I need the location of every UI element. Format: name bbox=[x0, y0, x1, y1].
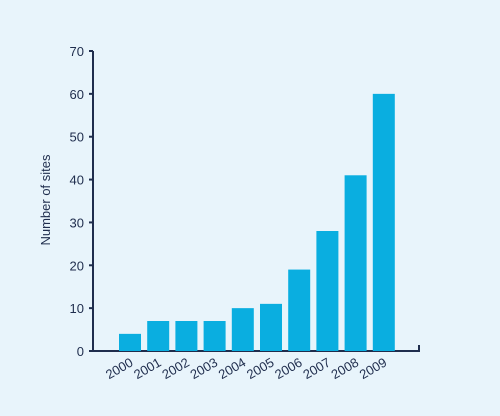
bar-2009 bbox=[372, 93, 395, 351]
bar-2002 bbox=[175, 321, 198, 351]
bar-2005 bbox=[260, 303, 282, 351]
y-tick-label: 0 bbox=[77, 344, 84, 359]
bars bbox=[119, 93, 395, 351]
y-tick-label: 20 bbox=[70, 258, 84, 273]
bar-2001 bbox=[147, 321, 170, 351]
bar-2006 bbox=[288, 269, 311, 351]
y-axis-label: Number of sites bbox=[38, 154, 53, 246]
bar-2007 bbox=[316, 231, 339, 351]
x-tick-label: 2009 bbox=[357, 355, 390, 382]
y-axis: 0 10 20 30 40 50 60 70 bbox=[70, 44, 94, 359]
y-tick-label: 50 bbox=[70, 130, 84, 145]
y-tick-label: 30 bbox=[70, 215, 84, 230]
bar-2008 bbox=[344, 175, 367, 351]
y-tick-label: 10 bbox=[70, 301, 84, 316]
bar-2003 bbox=[203, 321, 226, 351]
bar-2004 bbox=[231, 308, 254, 351]
bar-2000 bbox=[119, 333, 141, 351]
y-tick-label: 40 bbox=[70, 173, 84, 188]
y-tick-label: 60 bbox=[70, 87, 84, 102]
y-tick-label: 70 bbox=[70, 44, 84, 59]
